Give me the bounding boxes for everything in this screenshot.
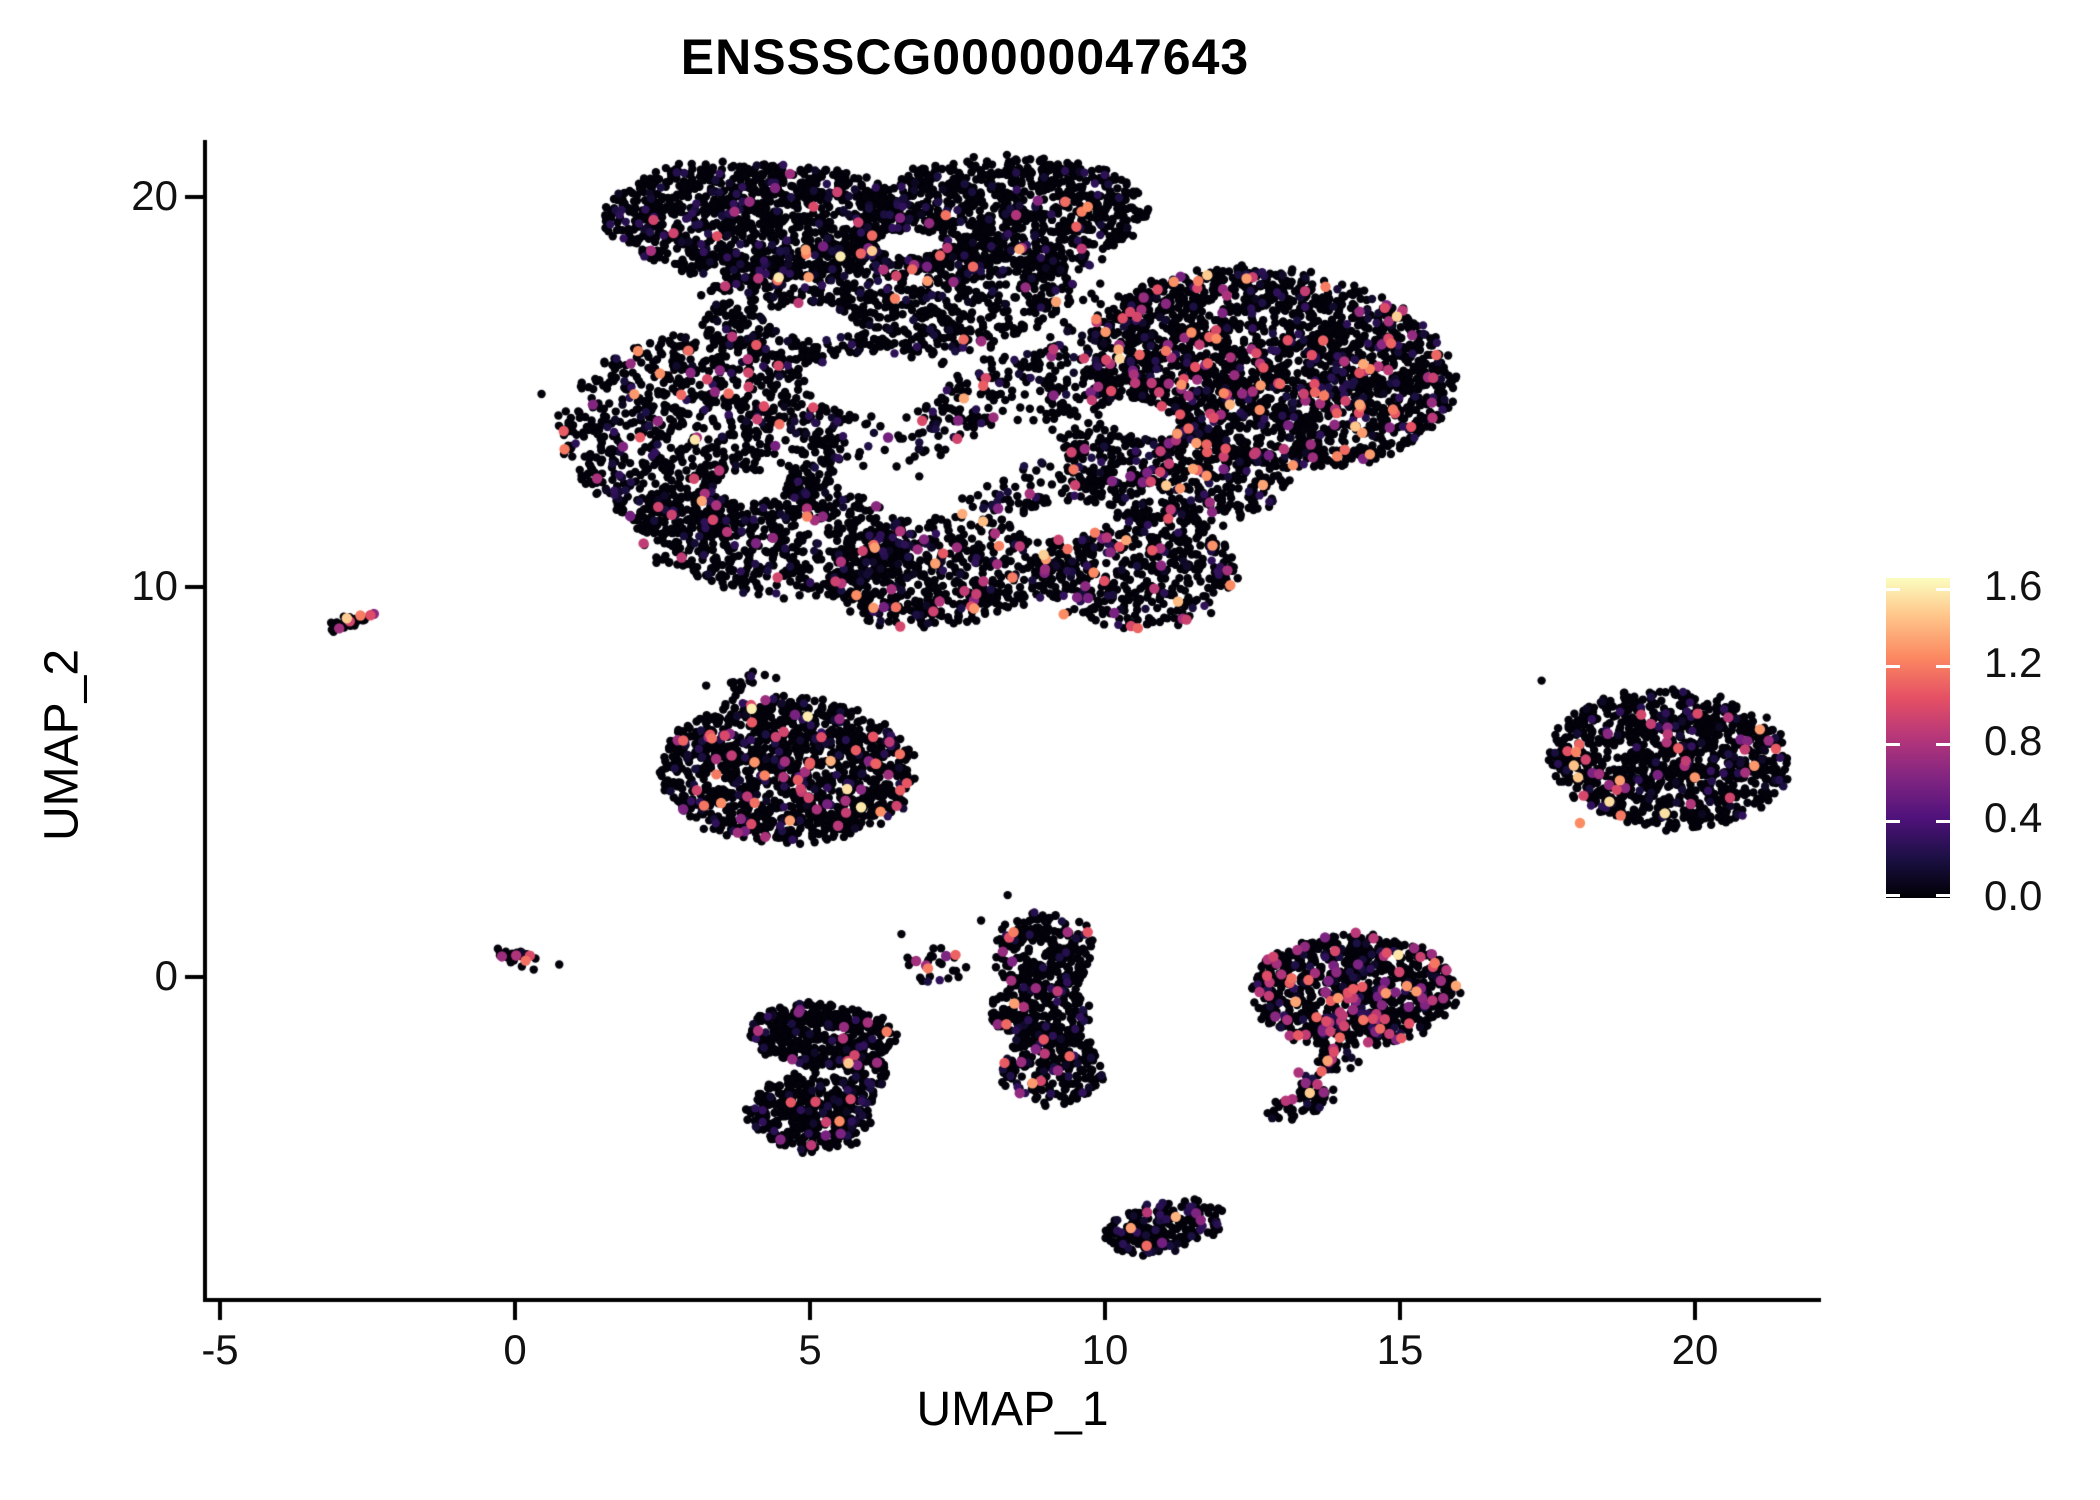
colorbar-tick-mark <box>1936 820 1950 824</box>
colorbar-tick-mark <box>1886 894 1900 897</box>
colorbar-tick-mark <box>1886 820 1900 824</box>
colorbar-tick-mark <box>1886 742 1900 746</box>
colorbar-tick-mark <box>1886 665 1900 669</box>
x-tick-label: 20 <box>1671 1326 1719 1373</box>
colorbar-tick-label: 0.0 <box>1984 872 2043 919</box>
colorbar-tick-mark <box>1936 587 1950 591</box>
colorbar-tick-label: 1.6 <box>1984 561 2043 609</box>
x-tick-label: -5 <box>201 1326 239 1373</box>
colorbar-tick-mark <box>1886 587 1900 591</box>
colorbar-tick-label: 0.8 <box>1984 716 2043 764</box>
colorbar-tick-mark <box>1936 894 1950 897</box>
colorbar-tick-label: 1.2 <box>1984 639 2043 687</box>
colorbar-gradient <box>1886 578 1950 898</box>
y-tick-label: 10 <box>131 562 178 609</box>
x-tick-label: 15 <box>1376 1326 1424 1373</box>
x-tick-label: 0 <box>503 1326 527 1373</box>
x-tick-label: 5 <box>798 1326 822 1373</box>
x-axis-label: UMAP_1 <box>916 1383 1109 1436</box>
colorbar-tick-label: 0.4 <box>1984 794 2043 842</box>
colorbar-tick-mark <box>1936 665 1950 669</box>
x-tick-label: 10 <box>1081 1326 1129 1373</box>
y-tick-label: 0 <box>154 952 178 999</box>
plot-title: ENSSSCG00000047643 <box>680 29 1250 85</box>
y-tick-label: 20 <box>131 172 178 219</box>
y-axis-label: UMAP_2 <box>35 648 89 842</box>
colorbar-tick-mark <box>1936 742 1950 746</box>
